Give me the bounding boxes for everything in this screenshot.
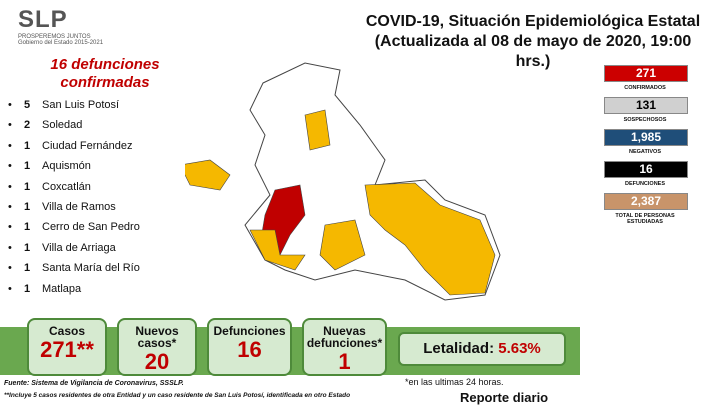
death-item: • 1 Ciudad Fernández xyxy=(8,138,133,154)
summary-value: 20 xyxy=(144,349,170,374)
death-place: Ciudad Fernández xyxy=(42,139,133,152)
death-place: Soledad xyxy=(42,119,83,132)
death-count: 1 xyxy=(24,160,31,173)
death-item: • 2 Soledad xyxy=(8,117,82,133)
death-count: 1 xyxy=(24,221,31,234)
map xyxy=(185,55,501,301)
death-place: Matlapa xyxy=(42,282,82,295)
bullet: • xyxy=(8,262,12,275)
map-region xyxy=(185,159,231,191)
note: **Incluye 5 casos residentes de otra Ent… xyxy=(4,392,351,399)
summary-value: 16 xyxy=(237,337,262,362)
title: COVID-19, Situación Epidemiológica Estat… xyxy=(365,13,701,30)
lethality-label: Letalidad: xyxy=(423,340,495,357)
stat-label: SOSPECHOSOS xyxy=(623,117,667,123)
lethality: Letalidad: 5.63% xyxy=(398,332,566,366)
death-count: 1 xyxy=(24,139,31,152)
summary-value: 1 xyxy=(338,349,351,374)
summary-label: Nuevas defunciones* xyxy=(306,324,383,350)
death-place: Cerro de San Pedro xyxy=(42,221,140,234)
deaths-heading: 16 defunciones confirmadas xyxy=(50,56,160,91)
summary-box: Nuevas defunciones* 1 xyxy=(302,318,387,376)
death-item: • 1 Aquismón xyxy=(8,158,91,174)
bullet: • xyxy=(8,180,12,193)
bullet: • xyxy=(8,241,12,254)
lethality-value: 5.63% xyxy=(498,340,541,357)
death-item: • 5 San Luis Potosí xyxy=(8,97,119,113)
source: Fuente: Sistema de Vigilancia de Coronav… xyxy=(4,380,184,387)
death-place: Coxcatlán xyxy=(42,180,91,193)
stat-value: 2,387 xyxy=(604,193,688,210)
stat-value: 131 xyxy=(604,97,688,114)
title-block: COVID-19, Situación Epidemiológica Estat… xyxy=(358,12,708,72)
bullet: • xyxy=(8,139,12,152)
logo-text: SLP xyxy=(18,6,68,33)
subtitle: (Actualizada al 08 de mayo de 2020, 19:0… xyxy=(374,33,692,70)
death-place: Villa de Ramos xyxy=(42,201,116,213)
stat-value: 1,985 xyxy=(604,129,688,146)
death-count: 1 xyxy=(24,241,31,254)
death-item: • 1 Cerro de San Pedro xyxy=(8,219,140,235)
stat-value: 271 xyxy=(604,65,688,82)
logo-gov: Gobierno del Estado 2015-2021 xyxy=(18,40,104,46)
death-item: • 1 Villa de Arriaga xyxy=(8,240,116,256)
summary-label: Nuevos casos* xyxy=(135,324,179,350)
stat-label: NEGATIVOS xyxy=(629,149,661,155)
map-region xyxy=(185,55,330,150)
bullet: • xyxy=(8,201,12,213)
death-count: 5 xyxy=(24,99,31,111)
death-count: 2 xyxy=(24,119,31,132)
death-place: Aquismón xyxy=(42,160,91,173)
death-count: 1 xyxy=(24,201,31,213)
stat-label: CONFIRMADOS xyxy=(624,85,666,91)
death-item: • 1 Coxcatlán xyxy=(8,179,91,195)
map-region xyxy=(319,219,366,271)
summary-box: Nuevos casos* 20 xyxy=(117,318,197,376)
bullet: • xyxy=(8,160,12,173)
logo: SLP PROSPEREMOS JUNTOS Gobierno del Esta… xyxy=(18,6,103,46)
stat-label: TOTAL DE PERSONAS ESTUDIADAS xyxy=(615,213,675,225)
summary-value: 271** xyxy=(40,337,94,362)
bullet: • xyxy=(8,99,12,111)
death-count: 1 xyxy=(24,180,31,193)
death-item: • 1 Santa María del Río xyxy=(8,260,140,276)
death-item: • 1 Matlapa xyxy=(8,281,81,297)
summary-label: Casos xyxy=(48,324,86,338)
logo-slogan: PROSPEREMOS JUNTOS xyxy=(18,34,91,40)
summary-box: Casos 271** xyxy=(27,318,107,376)
note-24h: *en las ultimas 24 horas. xyxy=(405,377,504,387)
summary-box: Defunciones 16 xyxy=(207,318,292,376)
death-count: 1 xyxy=(24,262,31,275)
map-region xyxy=(364,182,496,296)
report: Reporte diario xyxy=(460,390,549,405)
stat-value: 16 xyxy=(604,161,688,178)
stat-label: DEFUNCIONES xyxy=(624,181,666,187)
death-place: Villa de Arriaga xyxy=(42,241,116,254)
map-region xyxy=(249,229,306,271)
summary-label: Defunciones xyxy=(213,324,286,338)
death-count: 1 xyxy=(24,282,31,295)
death-place: Santa María del Río xyxy=(42,262,140,275)
bullet: • xyxy=(8,221,12,234)
death-place: San Luis Potosí xyxy=(42,99,120,111)
bullet: • xyxy=(8,282,12,295)
death-item: • 1 Villa de Ramos xyxy=(8,199,116,215)
bullet: • xyxy=(8,119,12,132)
